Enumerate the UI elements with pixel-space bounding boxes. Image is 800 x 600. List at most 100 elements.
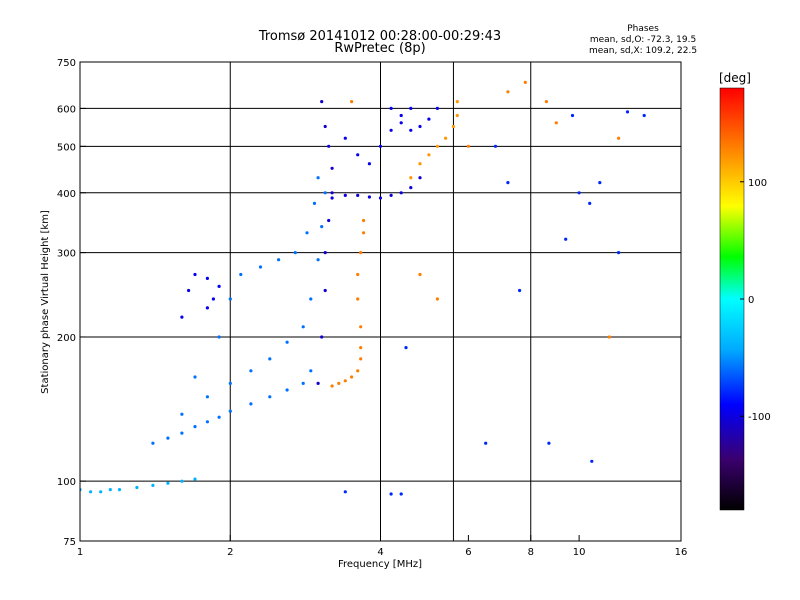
- chart-subtitle: RwPretec (8p): [334, 41, 425, 56]
- x-tick-label: 10: [573, 547, 586, 558]
- data-point: [451, 124, 455, 129]
- data-point: [180, 315, 184, 319]
- data-point: [418, 124, 422, 129]
- data-point: [193, 425, 197, 429]
- data-point: [617, 136, 621, 140]
- data-point: [258, 265, 263, 269]
- data-point: [389, 193, 393, 197]
- data-point: [180, 412, 184, 416]
- data-point: [427, 153, 431, 157]
- data-point: [359, 357, 363, 361]
- data-point: [323, 124, 327, 129]
- data-point: [518, 288, 522, 293]
- data-point: [320, 225, 324, 229]
- data-point: [418, 272, 422, 277]
- data-point: [293, 251, 297, 255]
- data-point: [99, 490, 103, 494]
- data-point: [367, 195, 371, 199]
- colorbar-tick-label: 0: [748, 295, 754, 306]
- data-point: [399, 492, 403, 496]
- data-point: [330, 166, 334, 170]
- y-tick-label: 750: [57, 58, 76, 69]
- data-point: [427, 117, 431, 121]
- data-point: [327, 218, 331, 223]
- data-point: [301, 381, 305, 385]
- data-point: [359, 251, 363, 255]
- data-point: [455, 113, 459, 118]
- data-point: [617, 251, 621, 255]
- data-point: [399, 121, 403, 125]
- data-point: [180, 479, 184, 483]
- data-point: [547, 441, 551, 445]
- data-point: [554, 121, 558, 125]
- data-point: [362, 218, 366, 223]
- data-point: [217, 415, 221, 419]
- data-point: [316, 381, 320, 385]
- data-point: [350, 100, 354, 104]
- data-point: [228, 381, 232, 385]
- data-point: [399, 113, 403, 118]
- data-point: [211, 297, 215, 301]
- data-point: [418, 176, 422, 180]
- x-tick-label: 2: [227, 547, 233, 558]
- y-tick-label: 500: [57, 142, 76, 153]
- data-point: [205, 395, 209, 399]
- data-point: [389, 492, 393, 496]
- data-point: [389, 128, 393, 132]
- data-point: [268, 395, 272, 399]
- data-point: [312, 201, 317, 205]
- data-point: [151, 441, 155, 445]
- phases-title: Phases: [627, 24, 659, 34]
- x-axis-label: Frequency [MHz]: [338, 559, 422, 570]
- data-point: [277, 258, 281, 262]
- data-point: [205, 306, 209, 310]
- data-point: [418, 162, 422, 166]
- data-point: [409, 186, 413, 190]
- chart-title: Tromsø 20141012 00:28:00-00:29:43: [258, 29, 501, 44]
- data-point: [378, 196, 383, 200]
- data-point: [356, 369, 360, 373]
- data-point: [625, 110, 630, 114]
- y-tick-label: 400: [57, 189, 76, 200]
- data-point: [193, 477, 197, 481]
- data-point: [343, 193, 347, 197]
- data-point: [217, 335, 221, 339]
- data-point: [389, 106, 393, 110]
- data-point: [642, 113, 646, 118]
- data-point: [570, 113, 575, 118]
- x-tick-label: 16: [675, 547, 688, 558]
- data-point: [466, 144, 470, 148]
- data-point: [588, 201, 592, 205]
- y-tick-label: 75: [63, 537, 76, 548]
- data-point: [330, 191, 334, 195]
- colorbar-tick-label: -100: [748, 412, 771, 423]
- data-point: [404, 346, 408, 350]
- data-point: [166, 436, 170, 440]
- data-point: [409, 176, 413, 180]
- data-point: [359, 325, 363, 329]
- data-point: [193, 272, 197, 277]
- phases-o-stats: mean, sd,O: -72.3, 19.5: [590, 35, 696, 45]
- data-point: [151, 483, 155, 487]
- data-point: [327, 144, 331, 148]
- data-point: [135, 485, 139, 490]
- data-point: [117, 488, 122, 492]
- data-point: [564, 237, 568, 241]
- data-point: [343, 379, 347, 383]
- data-point: [228, 297, 232, 301]
- data-point: [607, 335, 612, 339]
- data-point: [330, 196, 334, 200]
- data-point: [435, 144, 439, 148]
- data-point: [577, 191, 581, 195]
- data-point: [309, 369, 313, 373]
- colorbar-tick-label: 100: [748, 178, 767, 189]
- data-point: [506, 181, 510, 185]
- data-point: [309, 297, 313, 301]
- data-point: [484, 441, 488, 445]
- data-point: [249, 402, 253, 406]
- y-axis-label: Stationary phase Virtual Height [km]: [40, 210, 51, 394]
- data-point: [193, 375, 197, 379]
- data-point: [343, 136, 347, 140]
- data-point: [455, 100, 459, 104]
